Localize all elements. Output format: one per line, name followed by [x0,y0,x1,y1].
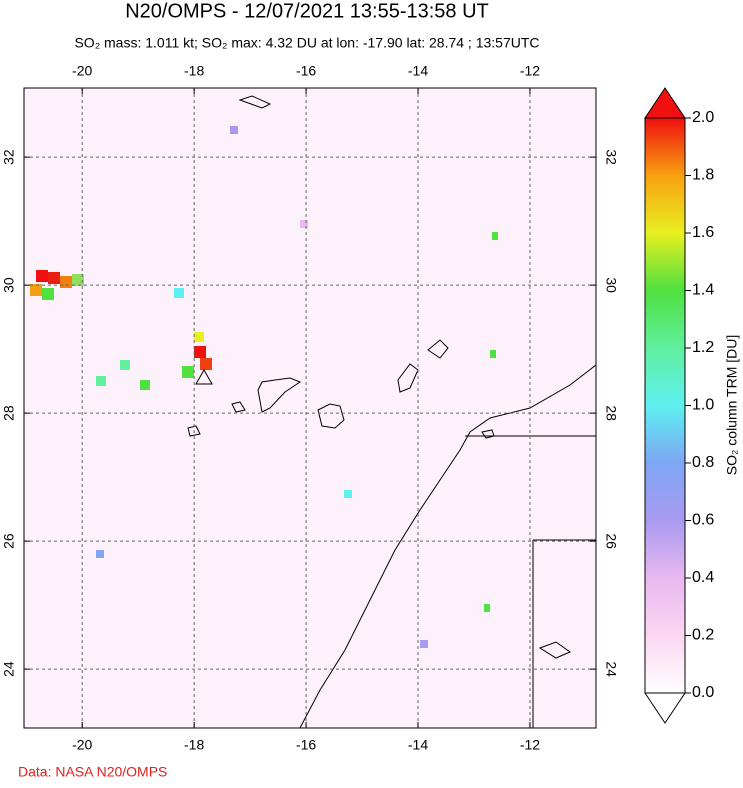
y-tick-label: 26 [1,533,17,549]
so2-pixels [30,126,498,648]
title: N20/OMPS - 12/07/2021 13:55-13:58 UT [125,0,489,22]
map-background [24,88,596,728]
x-tick-label: -16 [296,737,316,753]
y-tick-label: 24 [603,661,619,677]
y-tick-label: 30 [603,277,619,293]
x-tick-label: -20 [72,737,92,753]
y-tick-label: 30 [1,277,17,293]
colorbar-tick-label: 1.8 [692,167,714,184]
colorbar-label: SO₂ column TRM [DU] [724,335,740,476]
colorbar-tick-label: 0.0 [692,684,714,701]
colorbar [644,117,686,694]
subtitle: SO₂ mass: 1.011 kt; SO₂ max: 4.32 DU at … [74,35,539,51]
colorbar-tick-label: 1.6 [692,224,714,241]
colorbar-tick-label: 1.2 [692,339,714,356]
x-tick-label: -14 [408,737,428,753]
colorbar-tick-label: 1.0 [692,397,714,414]
x-tick-label: -16 [296,63,316,79]
volcano-marker [195,368,213,385]
colorbar-extend-min [644,692,686,724]
y-tick-label: 32 [1,149,17,165]
y-tick-label: 28 [1,405,17,421]
colorbar-tick-label: 2.0 [692,109,714,126]
x-tick-label: -20 [72,63,92,79]
colorbar-tick-label: 0.6 [692,512,714,529]
x-tick-label: -14 [408,63,428,79]
map-frame [23,87,597,729]
y-tick-label: 24 [1,661,17,677]
x-tick-label: -12 [520,63,540,79]
y-tick-label: 28 [603,405,619,421]
colorbar-tick-label: 0.8 [692,454,714,471]
credit: Data: NASA N20/OMPS [18,764,167,780]
colorbar-extend-max [644,87,686,119]
x-tick-label: -18 [184,737,204,753]
y-tick-label: 32 [603,149,619,165]
y-tick-label: 26 [603,533,619,549]
x-tick-label: -18 [184,63,204,79]
x-tick-label: -12 [520,737,540,753]
colorbar-tick-label: 1.4 [692,282,714,299]
colorbar-tick-label: 0.4 [692,569,714,586]
colorbar-tick-label: 0.2 [692,627,714,644]
